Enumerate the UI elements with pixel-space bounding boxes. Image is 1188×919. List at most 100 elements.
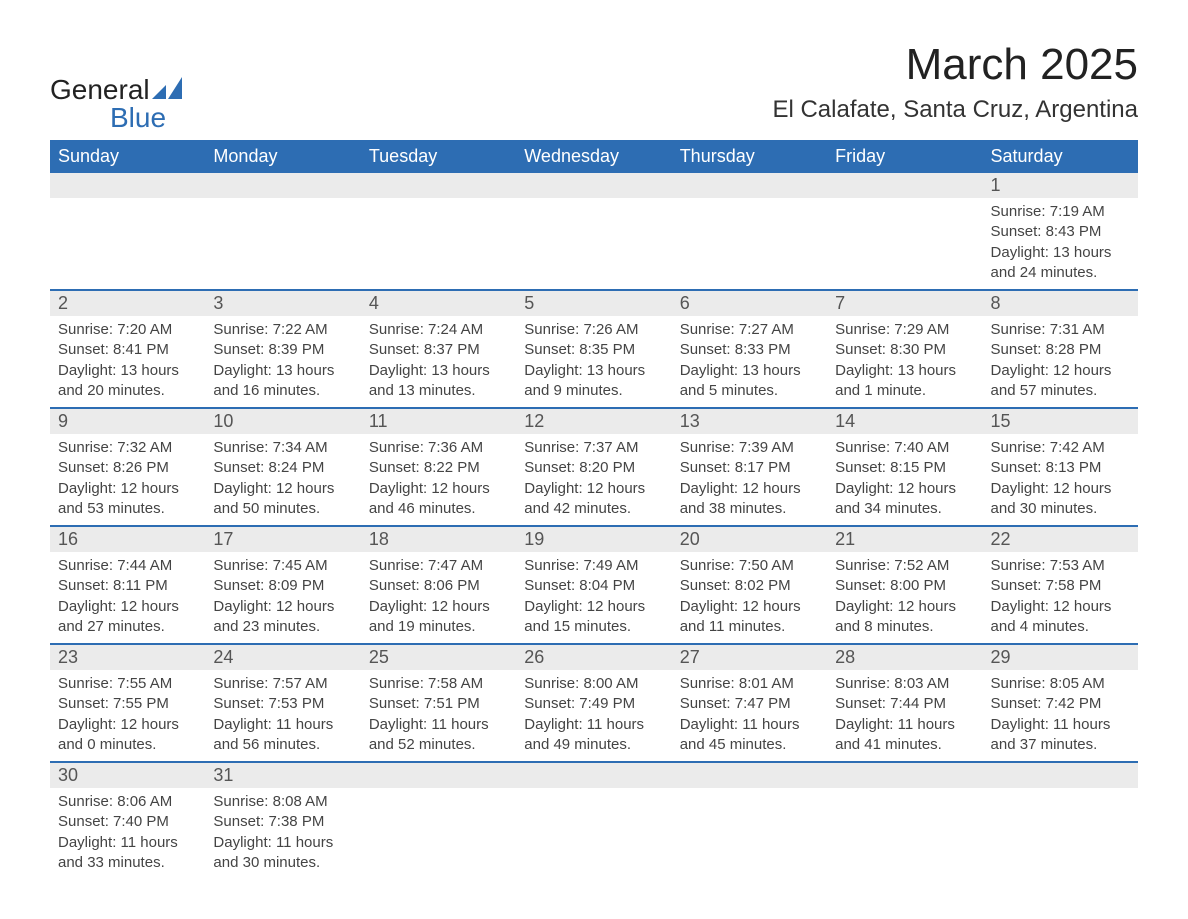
- day-details: Sunrise: 7:26 AMSunset: 8:35 PMDaylight:…: [516, 316, 671, 407]
- calendar-day-cell: 29Sunrise: 8:05 AMSunset: 7:42 PMDayligh…: [983, 644, 1138, 762]
- daylight-line: Daylight: 13 hours and 16 minutes.: [213, 361, 352, 402]
- calendar-day-cell: 22Sunrise: 7:53 AMSunset: 7:58 PMDayligh…: [983, 526, 1138, 644]
- day-details: Sunrise: 7:44 AMSunset: 8:11 PMDaylight:…: [50, 552, 205, 643]
- day-details: Sunrise: 7:58 AMSunset: 7:51 PMDaylight:…: [361, 670, 516, 761]
- weekday-header: Friday: [827, 140, 982, 173]
- sunset-line: Sunset: 7:40 PM: [58, 812, 197, 832]
- day-details: [50, 198, 205, 228]
- day-details: Sunrise: 8:06 AMSunset: 7:40 PMDaylight:…: [50, 788, 205, 879]
- calendar-week-row: 23Sunrise: 7:55 AMSunset: 7:55 PMDayligh…: [50, 644, 1138, 762]
- weekday-header: Tuesday: [361, 140, 516, 173]
- sunrise-line: Sunrise: 7:52 AM: [835, 556, 974, 576]
- sunset-line: Sunset: 8:28 PM: [991, 340, 1130, 360]
- day-number: 11: [361, 409, 516, 434]
- day-details: [827, 198, 982, 228]
- day-details: [672, 198, 827, 228]
- sunrise-line: Sunrise: 7:55 AM: [58, 674, 197, 694]
- daylight-line: Daylight: 12 hours and 30 minutes.: [991, 479, 1130, 520]
- day-number: 1: [983, 173, 1138, 198]
- calendar-day-cell: 3Sunrise: 7:22 AMSunset: 8:39 PMDaylight…: [205, 290, 360, 408]
- sunset-line: Sunset: 7:38 PM: [213, 812, 352, 832]
- day-details: [205, 198, 360, 228]
- calendar-day-cell: 8Sunrise: 7:31 AMSunset: 8:28 PMDaylight…: [983, 290, 1138, 408]
- daylight-line: Daylight: 12 hours and 53 minutes.: [58, 479, 197, 520]
- sunrise-line: Sunrise: 8:05 AM: [991, 674, 1130, 694]
- day-details: Sunrise: 7:57 AMSunset: 7:53 PMDaylight:…: [205, 670, 360, 761]
- sunset-line: Sunset: 7:53 PM: [213, 694, 352, 714]
- day-number: [672, 173, 827, 198]
- weekday-header: Monday: [205, 140, 360, 173]
- day-details: [361, 788, 516, 818]
- calendar-day-cell: [361, 762, 516, 879]
- sunset-line: Sunset: 8:24 PM: [213, 458, 352, 478]
- day-details: Sunrise: 8:00 AMSunset: 7:49 PMDaylight:…: [516, 670, 671, 761]
- calendar-day-cell: 20Sunrise: 7:50 AMSunset: 8:02 PMDayligh…: [672, 526, 827, 644]
- day-details: Sunrise: 7:42 AMSunset: 8:13 PMDaylight:…: [983, 434, 1138, 525]
- page-header: General Blue March 2025 El Calafate, San…: [50, 40, 1138, 132]
- sunrise-line: Sunrise: 8:01 AM: [680, 674, 819, 694]
- calendar-day-cell: 1Sunrise: 7:19 AMSunset: 8:43 PMDaylight…: [983, 173, 1138, 290]
- day-number: 14: [827, 409, 982, 434]
- day-number: 26: [516, 645, 671, 670]
- day-details: Sunrise: 7:47 AMSunset: 8:06 PMDaylight:…: [361, 552, 516, 643]
- title-block: March 2025 El Calafate, Santa Cruz, Arge…: [772, 40, 1138, 130]
- day-number: 24: [205, 645, 360, 670]
- sunrise-line: Sunrise: 7:34 AM: [213, 438, 352, 458]
- sunset-line: Sunset: 7:55 PM: [58, 694, 197, 714]
- sunrise-line: Sunrise: 7:53 AM: [991, 556, 1130, 576]
- calendar-day-cell: [361, 173, 516, 290]
- sunset-line: Sunset: 8:00 PM: [835, 576, 974, 596]
- daylight-line: Daylight: 13 hours and 5 minutes.: [680, 361, 819, 402]
- sunrise-line: Sunrise: 7:22 AM: [213, 320, 352, 340]
- calendar-day-cell: 25Sunrise: 7:58 AMSunset: 7:51 PMDayligh…: [361, 644, 516, 762]
- calendar-day-cell: 31Sunrise: 8:08 AMSunset: 7:38 PMDayligh…: [205, 762, 360, 879]
- calendar-day-cell: [983, 762, 1138, 879]
- day-number: 15: [983, 409, 1138, 434]
- sunset-line: Sunset: 8:02 PM: [680, 576, 819, 596]
- logo-flag-icon: [152, 76, 182, 104]
- calendar-day-cell: 27Sunrise: 8:01 AMSunset: 7:47 PMDayligh…: [672, 644, 827, 762]
- daylight-line: Daylight: 12 hours and 4 minutes.: [991, 597, 1130, 638]
- day-number: 13: [672, 409, 827, 434]
- daylight-line: Daylight: 11 hours and 52 minutes.: [369, 715, 508, 756]
- day-details: Sunrise: 7:22 AMSunset: 8:39 PMDaylight:…: [205, 316, 360, 407]
- day-number: 16: [50, 527, 205, 552]
- calendar-day-cell: 18Sunrise: 7:47 AMSunset: 8:06 PMDayligh…: [361, 526, 516, 644]
- day-number: [361, 173, 516, 198]
- day-number: [516, 173, 671, 198]
- day-number: [827, 173, 982, 198]
- sunrise-line: Sunrise: 7:26 AM: [524, 320, 663, 340]
- day-details: [516, 788, 671, 818]
- calendar-body: 1Sunrise: 7:19 AMSunset: 8:43 PMDaylight…: [50, 173, 1138, 879]
- calendar-day-cell: 5Sunrise: 7:26 AMSunset: 8:35 PMDaylight…: [516, 290, 671, 408]
- sunrise-line: Sunrise: 7:39 AM: [680, 438, 819, 458]
- day-number: 25: [361, 645, 516, 670]
- sunrise-line: Sunrise: 8:00 AM: [524, 674, 663, 694]
- weekday-header: Wednesday: [516, 140, 671, 173]
- day-number: [205, 173, 360, 198]
- day-details: Sunrise: 7:40 AMSunset: 8:15 PMDaylight:…: [827, 434, 982, 525]
- sunrise-line: Sunrise: 7:29 AM: [835, 320, 974, 340]
- sunset-line: Sunset: 7:44 PM: [835, 694, 974, 714]
- location-text: El Calafate, Santa Cruz, Argentina: [772, 96, 1138, 124]
- daylight-line: Daylight: 11 hours and 56 minutes.: [213, 715, 352, 756]
- calendar-day-cell: 16Sunrise: 7:44 AMSunset: 8:11 PMDayligh…: [50, 526, 205, 644]
- day-details: Sunrise: 7:34 AMSunset: 8:24 PMDaylight:…: [205, 434, 360, 525]
- calendar-day-cell: 12Sunrise: 7:37 AMSunset: 8:20 PMDayligh…: [516, 408, 671, 526]
- sunrise-line: Sunrise: 7:50 AM: [680, 556, 819, 576]
- sunrise-line: Sunrise: 8:08 AM: [213, 792, 352, 812]
- calendar-day-cell: [516, 762, 671, 879]
- weekday-header: Saturday: [983, 140, 1138, 173]
- sunset-line: Sunset: 7:49 PM: [524, 694, 663, 714]
- daylight-line: Daylight: 12 hours and 23 minutes.: [213, 597, 352, 638]
- calendar-day-cell: 14Sunrise: 7:40 AMSunset: 8:15 PMDayligh…: [827, 408, 982, 526]
- daylight-line: Daylight: 12 hours and 19 minutes.: [369, 597, 508, 638]
- sunset-line: Sunset: 8:09 PM: [213, 576, 352, 596]
- sunrise-line: Sunrise: 7:49 AM: [524, 556, 663, 576]
- calendar-day-cell: 6Sunrise: 7:27 AMSunset: 8:33 PMDaylight…: [672, 290, 827, 408]
- daylight-line: Daylight: 13 hours and 24 minutes.: [991, 243, 1130, 284]
- day-number: 21: [827, 527, 982, 552]
- month-title: March 2025: [772, 40, 1138, 90]
- sunset-line: Sunset: 8:22 PM: [369, 458, 508, 478]
- daylight-line: Daylight: 12 hours and 11 minutes.: [680, 597, 819, 638]
